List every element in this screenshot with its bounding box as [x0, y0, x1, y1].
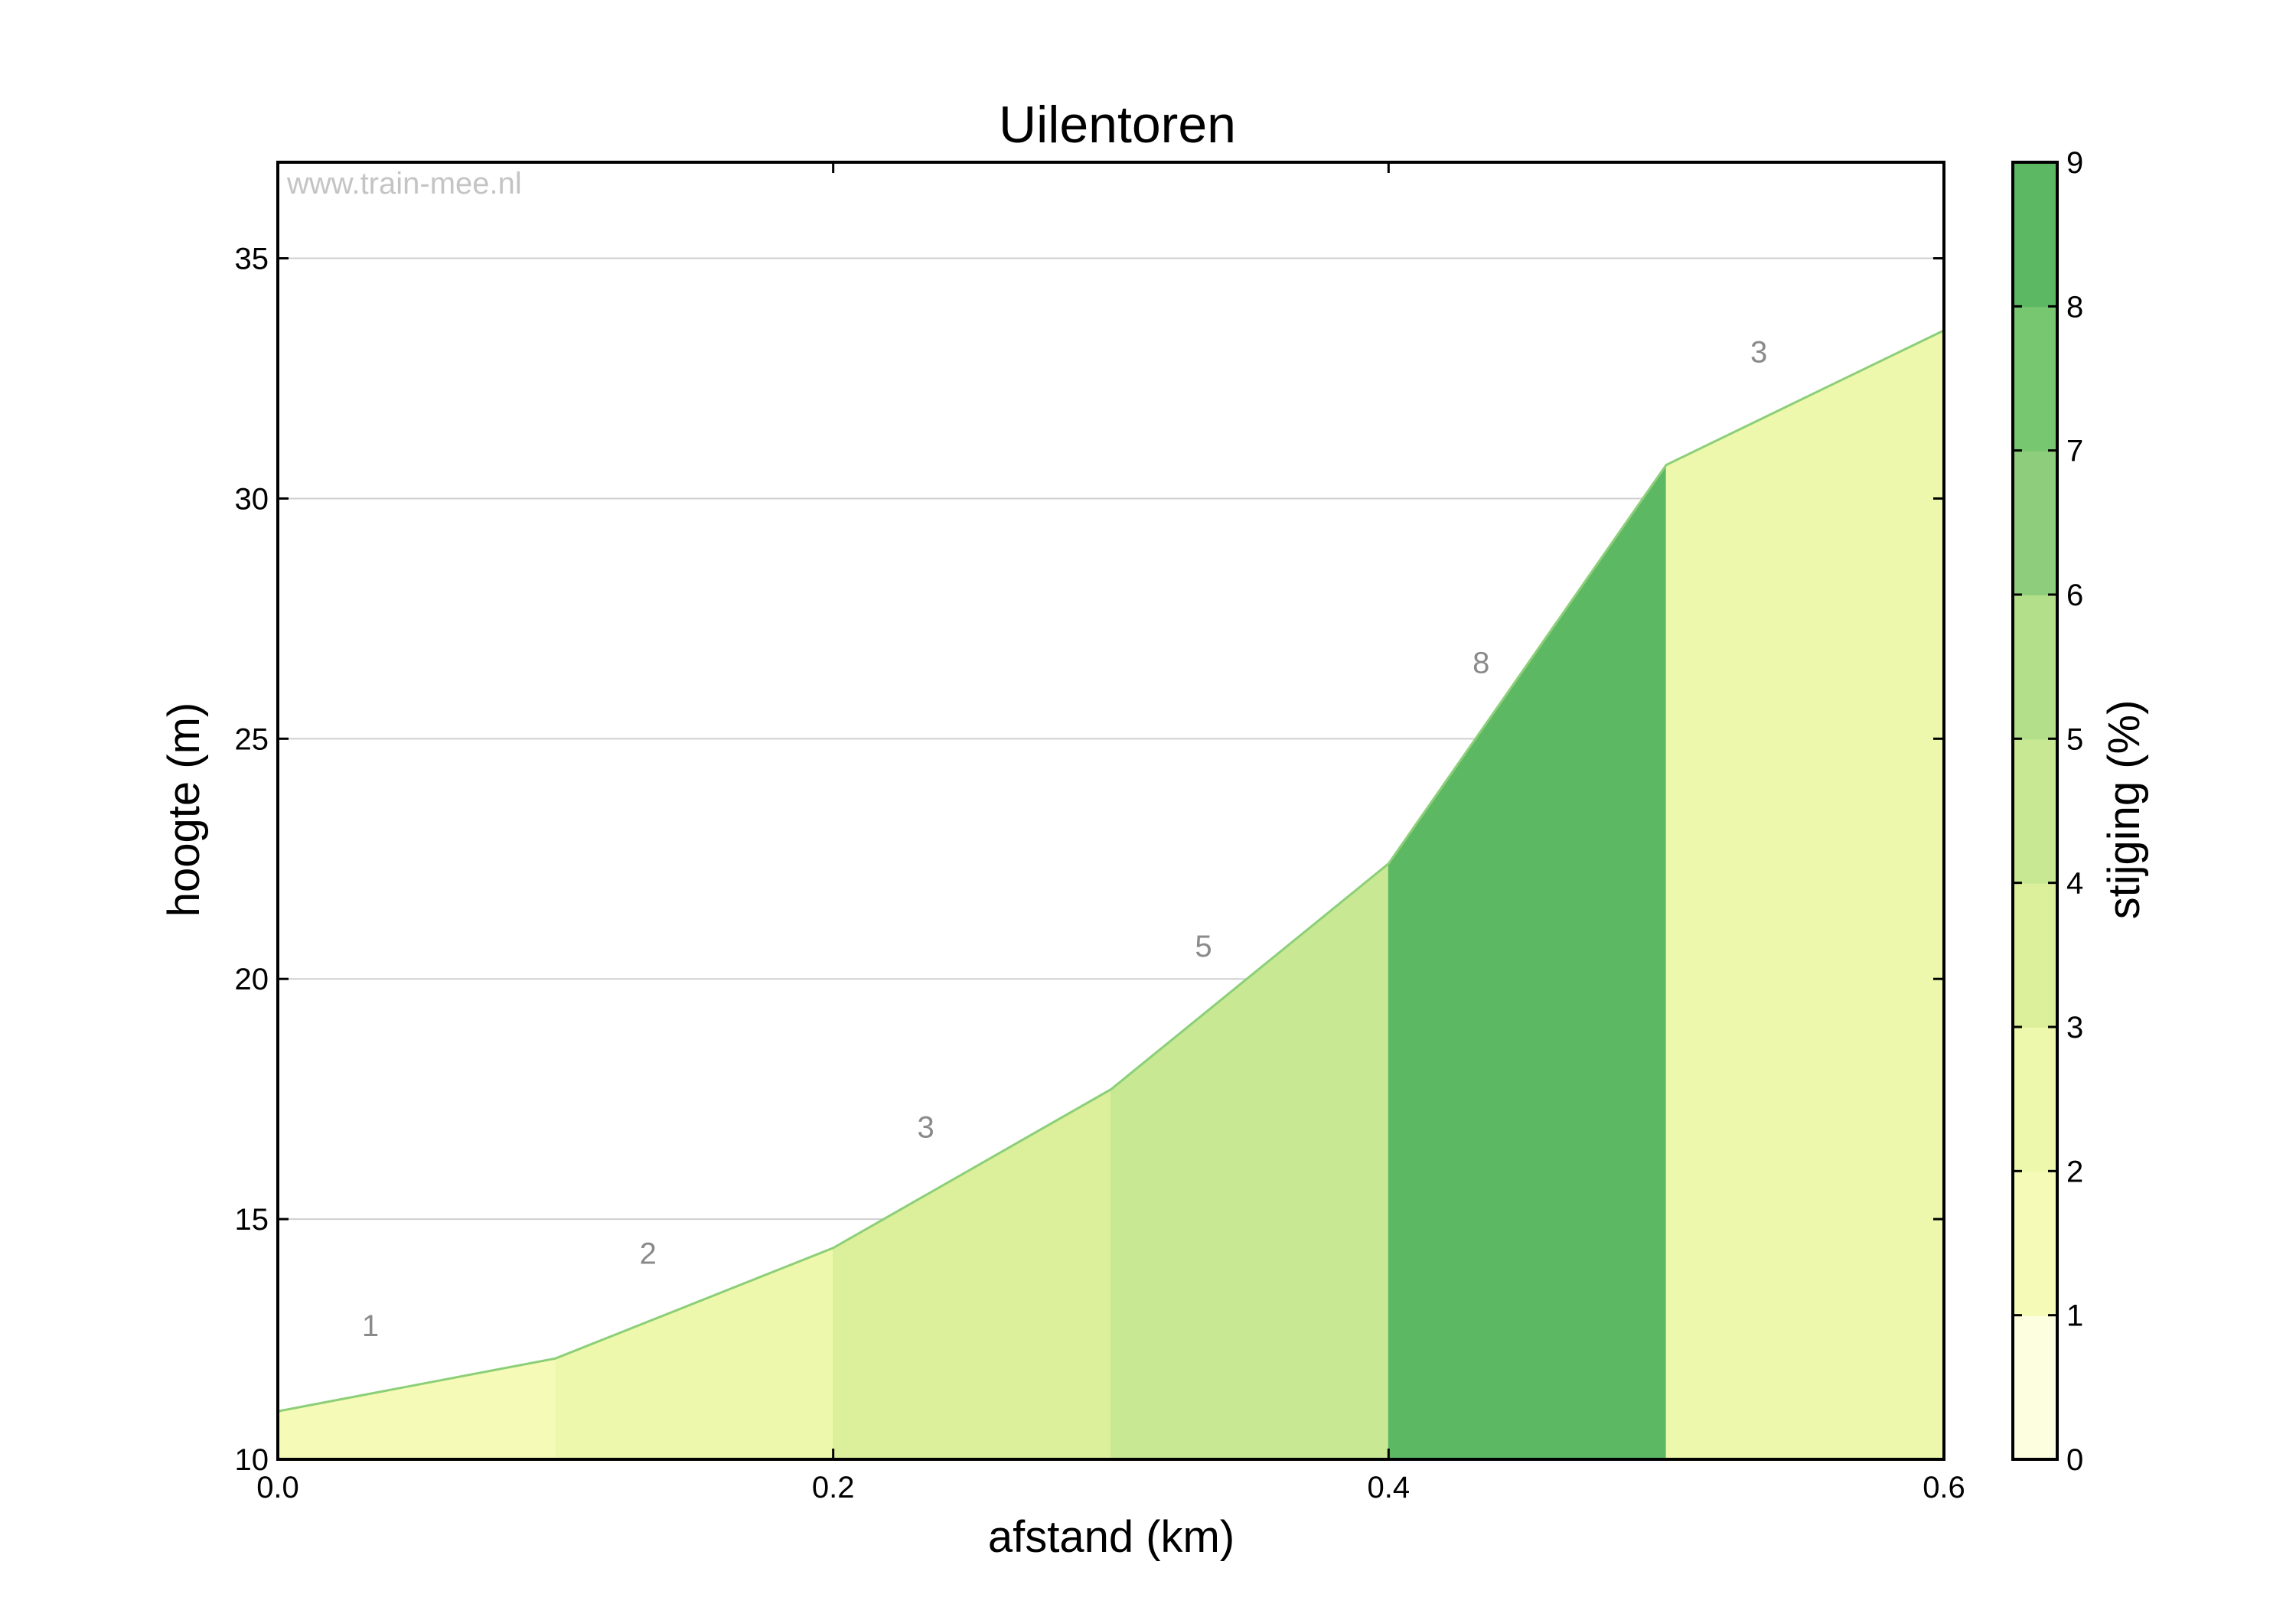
y-tick-label: 25 — [235, 722, 269, 756]
colorbar-tick-label: 5 — [2066, 722, 2083, 756]
colorbar-tick-label: 7 — [2066, 435, 2083, 468]
plot-frame — [276, 161, 1945, 1461]
profile-segment — [1388, 463, 1667, 1460]
x-axis-ticks: 0.0 0.2 0.4 0.6 — [256, 162, 1965, 1504]
colorbar-tick-label: 8 — [2066, 290, 2083, 324]
x-tick-label: 0.2 — [812, 1471, 855, 1504]
profile-segment — [1665, 329, 1945, 1460]
y-tick-label: 15 — [235, 1203, 269, 1237]
colorbar-tick-label: 4 — [2066, 867, 2083, 901]
profile-segment — [555, 1247, 834, 1460]
colorbar-tick-label: 1 — [2066, 1299, 2083, 1333]
colorbar-tick-label: 9 — [2066, 146, 2083, 180]
colorbar-swatch — [2013, 450, 2057, 595]
x-tick-label: 0.4 — [1368, 1471, 1411, 1504]
chart-title: Uilentoren — [999, 96, 1236, 154]
watermark: www.train-mee.nl — [286, 167, 522, 200]
gradient-label: 1 — [362, 1309, 379, 1343]
gradient-label: 3 — [917, 1110, 934, 1144]
colorbar-swatch — [2013, 1315, 2057, 1460]
profile-segment — [833, 1088, 1111, 1460]
colorbar-swatch — [2013, 162, 2057, 308]
y-tick-label: 10 — [235, 1443, 269, 1477]
x-tick-label: 0.0 — [256, 1471, 299, 1504]
colorbar-swatch — [2013, 595, 2057, 740]
gradient-label: 3 — [1750, 336, 1767, 370]
colorbar: 0 1 2 3 4 5 6 7 8 9 — [2011, 146, 2083, 1477]
colorbar-tick-label: 0 — [2066, 1443, 2083, 1477]
profile-line — [277, 329, 1945, 1413]
y-tick-label: 30 — [235, 482, 269, 516]
profile-segments — [277, 329, 1945, 1460]
colorbar-tick-label: 3 — [2066, 1011, 2083, 1045]
gradient-label: 8 — [1473, 647, 1489, 680]
gradient-label: 2 — [640, 1237, 657, 1271]
colorbar-frame — [2011, 161, 2059, 1461]
y-axis-title: hoogte (m) — [159, 702, 209, 917]
y-tick-label: 20 — [235, 963, 269, 996]
y-tick-label: 35 — [235, 243, 269, 276]
colorbar-swatch — [2013, 1027, 2057, 1172]
gradient-labels: 1 2 3 5 8 3 — [362, 336, 1767, 1343]
colorbar-swatch — [2013, 738, 2057, 884]
x-axis-title: afstand (km) — [988, 1512, 1234, 1562]
colorbar-tick-label: 2 — [2066, 1155, 2083, 1188]
colorbar-swatch — [2013, 882, 2057, 1028]
profile-line-group — [277, 329, 1945, 1413]
colorbar-tick-label: 6 — [2066, 579, 2083, 612]
x-tick-label: 0.6 — [1923, 1471, 1965, 1504]
colorbar-title: stijging (%) — [2099, 700, 2149, 920]
profile-segment — [277, 1358, 556, 1460]
gradient-label: 5 — [1195, 930, 1212, 963]
profile-segment — [1110, 862, 1389, 1460]
colorbar-swatch — [2013, 1171, 2057, 1316]
colorbar-swatch — [2013, 306, 2057, 451]
